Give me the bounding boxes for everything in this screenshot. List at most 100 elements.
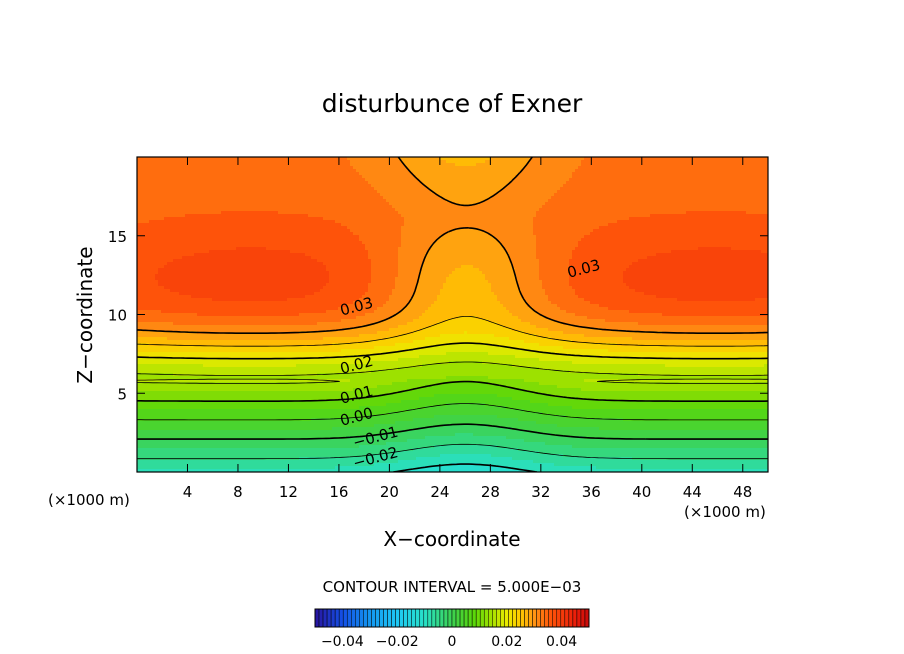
x-tick-label: 8 xyxy=(233,483,243,501)
colorbar-cell xyxy=(351,608,356,628)
colorbar-cell xyxy=(447,608,453,628)
colorbar-cell xyxy=(419,608,425,628)
colorbar-cell xyxy=(326,608,332,628)
colorbar-cell xyxy=(399,608,404,628)
colorbar-cell xyxy=(451,608,457,628)
x-tick-label: 28 xyxy=(481,483,500,501)
colorbar-cell xyxy=(496,608,501,628)
colorbar-cell xyxy=(552,608,558,628)
contour-lines xyxy=(137,157,768,472)
x-tick-label: 44 xyxy=(683,483,702,501)
colorbar-cell xyxy=(363,608,368,628)
x-tick-label: 4 xyxy=(183,483,193,501)
colorbar-cell xyxy=(544,608,549,628)
colorbar-cell xyxy=(379,608,384,628)
colorbar-cell xyxy=(500,608,505,628)
colorbar-cell xyxy=(371,608,376,628)
colorbar-cell xyxy=(479,608,485,628)
colorbar-cell xyxy=(532,608,537,628)
colorbar-cell xyxy=(524,608,529,628)
chart-title: disturbunce of Exner xyxy=(322,89,583,118)
colorbar-cell xyxy=(359,608,364,628)
contour-line-0.015 xyxy=(137,361,768,384)
contour-line-0.025 xyxy=(137,316,768,347)
y-tick-label: 5 xyxy=(117,385,127,403)
colorbar-cell xyxy=(508,608,513,628)
colorbar-cell xyxy=(330,608,336,628)
colorbar-cell xyxy=(556,608,562,628)
colorbar-cell xyxy=(536,608,541,628)
colorbar-cell xyxy=(528,608,533,628)
colorbar-cell xyxy=(564,608,570,628)
colorbar-cell xyxy=(512,608,517,628)
colorbar-cell xyxy=(492,608,497,628)
colorbar-cell xyxy=(407,608,412,628)
colorbar-cell xyxy=(504,608,509,628)
colorbar-cell xyxy=(548,608,553,628)
colorbar-cell xyxy=(383,608,388,628)
colorbar-cell xyxy=(427,608,433,628)
colorbar-cell xyxy=(431,608,437,628)
contour-line-0 xyxy=(137,423,768,440)
colorbar-cell xyxy=(463,608,469,628)
contour-fill xyxy=(137,157,768,472)
x-tick-label: 40 xyxy=(632,483,651,501)
colorbar-cell xyxy=(540,608,545,628)
contour-interval-label: CONTOUR INTERVAL = 5.000E−03 xyxy=(323,578,582,596)
colorbar-cell xyxy=(334,608,340,628)
x-axis-label: X−coordinate xyxy=(383,527,520,551)
colorbar-cell xyxy=(415,608,421,628)
colorbar-tick-label: 0.02 xyxy=(491,634,522,650)
y-axis-label: Z−coordinate xyxy=(73,246,97,383)
colorbar-cell xyxy=(516,608,521,628)
colorbar-tick-label: −0.04 xyxy=(321,634,364,650)
contour-line--0.005 xyxy=(137,443,768,460)
colorbar-tick-label: 0.04 xyxy=(546,634,577,650)
x-tick-label: 12 xyxy=(279,483,298,501)
colorbar-cell xyxy=(355,608,360,628)
x-tick-label: 48 xyxy=(733,483,752,501)
colorbar-tick-label: 0 xyxy=(448,634,457,650)
colorbar-cell xyxy=(488,608,493,628)
contour-plot-area: 0.030.030.020.010.00−0.01−0.024 8 12 16 20 24… xyxy=(108,156,769,501)
colorbar-cell xyxy=(443,608,449,628)
colorbar-cell xyxy=(318,608,324,628)
colorbar-cell xyxy=(395,608,400,628)
contour-line-0.01 xyxy=(137,380,768,402)
colorbar-cell xyxy=(459,608,465,628)
colorbar-cell xyxy=(572,608,578,628)
contour-line-0.02 xyxy=(137,342,768,360)
colorbar-cell xyxy=(520,608,525,628)
colorbar-cell xyxy=(568,608,574,628)
colorbar-cell xyxy=(475,608,481,628)
colorbar-cell xyxy=(391,608,396,628)
colorbar-cell xyxy=(387,608,392,628)
y-tick-label: 10 xyxy=(108,307,127,325)
colorbar-cell xyxy=(483,608,489,628)
contour-line-0.005 xyxy=(137,403,768,421)
x-unit-left: (×1000 m) xyxy=(48,491,130,509)
colorbar-cell xyxy=(314,608,320,628)
colorbar-cell xyxy=(455,608,461,628)
colorbar-cell xyxy=(342,608,348,628)
x-tick-label: 20 xyxy=(380,483,399,501)
colorbar: −0.04 −0.02 0 0.02 0.04 xyxy=(314,608,590,650)
colorbar-cell xyxy=(322,608,328,628)
colorbar-cell xyxy=(560,608,566,628)
colorbar-cell xyxy=(439,608,445,628)
x-tick-label: 36 xyxy=(582,483,601,501)
colorbar-cell xyxy=(375,608,380,628)
colorbar-cell xyxy=(467,608,473,628)
colorbar-cell xyxy=(403,608,408,628)
colorbar-cell xyxy=(576,608,582,628)
colorbar-cell xyxy=(580,608,586,628)
colorbar-cell xyxy=(471,608,477,628)
colorbar-cell xyxy=(411,608,416,628)
x-tick-label: 32 xyxy=(531,483,550,501)
y-tick-label: 15 xyxy=(108,228,127,246)
x-unit-right: (×1000 m) xyxy=(684,503,766,521)
colorbar-cell xyxy=(367,608,372,628)
colorbar-frame xyxy=(314,608,590,628)
colorbar-cell xyxy=(584,608,590,628)
